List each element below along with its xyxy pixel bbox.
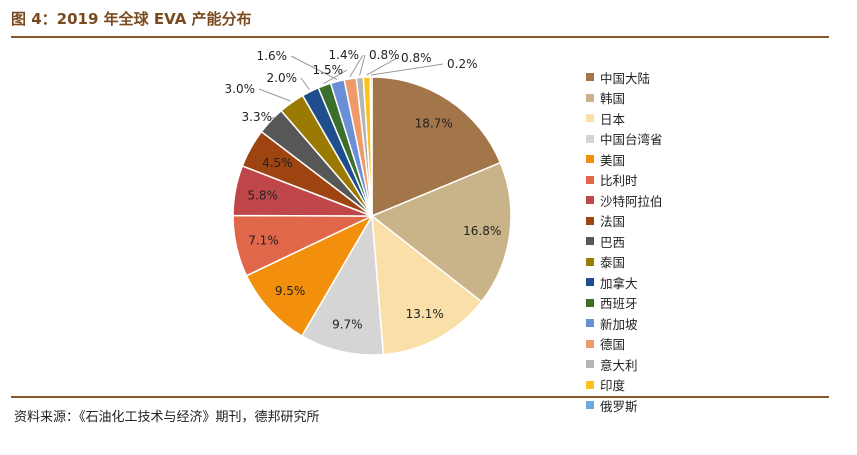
legend-item-15: 意大利	[586, 354, 786, 375]
legend-swatch	[586, 257, 594, 266]
legend-swatch	[586, 134, 594, 143]
data-labels: 18.7% 16.8% 13.1% 9.7% 9.5% 7.1% 5.8% 4.5% 3.3% 3…	[225, 48, 502, 331]
legend-label: 新加坡	[600, 316, 638, 332]
leader-line-10	[258, 88, 291, 102]
data-label-9: 3.3%	[242, 110, 273, 124]
pie-slice-3	[371, 214, 483, 356]
data-label-14: 1.4%	[329, 48, 360, 62]
leader-line-13	[290, 55, 338, 80]
legend-item-11: 加拿大	[586, 272, 786, 293]
legend-item-13: 新加坡	[586, 313, 786, 334]
pie-chart: 18.7% 16.8% 13.1% 9.7% 9.5% 7.1% 5.8% 4.5% 3.3% 3…	[225, 48, 512, 356]
legend-item-9: 巴西	[586, 231, 786, 252]
legend-item-14: 德国	[586, 334, 786, 355]
leader-line-9	[269, 116, 277, 120]
leader-line-14	[349, 54, 364, 78]
data-label-2: 16.8%	[463, 224, 501, 238]
legend-label: 泰国	[600, 255, 626, 271]
legend-label: 比利时	[600, 173, 638, 189]
leader-line-12	[323, 69, 348, 84]
legend-item-17: 俄罗斯	[586, 395, 786, 416]
legend-item-5: 美国	[586, 149, 786, 170]
data-label-5: 9.5%	[275, 284, 306, 298]
data-label-6: 7.1%	[248, 233, 279, 247]
legend-label: 印度	[600, 378, 626, 394]
data-label-13: 1.6%	[257, 49, 288, 63]
legend-label: 西班牙	[600, 296, 638, 312]
legend-item-12: 西班牙	[586, 293, 786, 314]
legend-label: 巴西	[600, 234, 626, 250]
legend-swatch	[586, 155, 594, 164]
legend-swatch	[586, 339, 594, 348]
legend-swatch	[586, 319, 594, 328]
legend-swatch	[586, 380, 594, 389]
legend-swatch	[586, 196, 594, 205]
legend-swatch	[586, 298, 594, 307]
pie-slices	[232, 76, 512, 356]
data-label-1: 18.7%	[415, 117, 453, 131]
legend-swatch	[586, 360, 594, 369]
legend-swatch	[586, 175, 594, 184]
pie-slice-17	[369, 76, 373, 217]
data-label-11: 2.0%	[267, 71, 298, 85]
data-label-7: 5.8%	[247, 188, 278, 202]
leader-line-16	[366, 57, 398, 76]
legend-label: 加拿大	[600, 275, 638, 291]
data-label-16: 0.8%	[401, 51, 432, 65]
source-note: 资料来源：《石油化工技术与经济》期刊，德邦研究所	[14, 410, 320, 425]
leader-line-15	[359, 54, 366, 76]
legend-swatch	[586, 73, 594, 82]
data-label-17: 0.2%	[447, 57, 478, 71]
legend-item-10: 泰国	[586, 252, 786, 273]
legend-swatch	[586, 216, 594, 225]
legend-swatch	[586, 278, 594, 287]
legend-swatch	[586, 401, 594, 410]
data-label-15: 0.8%	[369, 48, 400, 62]
legend-swatch	[586, 93, 594, 102]
data-label-3: 13.1%	[406, 307, 444, 321]
leader-line-17	[371, 63, 444, 76]
data-label-8: 4.5%	[262, 156, 293, 170]
pie-slice-1	[371, 76, 502, 218]
legend-item-2: 韩国	[586, 88, 786, 109]
legend-item-3: 日本	[586, 108, 786, 129]
legend-item-7: 沙特阿拉伯	[586, 190, 786, 211]
leader-lines	[258, 54, 444, 120]
top-divider	[11, 36, 829, 38]
legend-label: 中国大陆	[600, 70, 651, 86]
pie-slice-4	[300, 213, 385, 356]
legend-item-4: 中国台湾省	[586, 129, 786, 150]
legend-item-6: 比利时	[586, 170, 786, 191]
legend-label: 日本	[600, 111, 626, 127]
legend-label: 美国	[600, 152, 626, 168]
pie-slice-5	[245, 214, 374, 338]
legend-label: 中国台湾省	[600, 132, 663, 148]
bottom-divider	[11, 396, 829, 398]
chart-legend: 中国大陆韩国日本中国台湾省美国比利时沙特阿拉伯法国巴西泰国加拿大西班牙新加坡德国…	[586, 67, 786, 416]
legend-label: 俄罗斯	[600, 398, 638, 414]
legend-item-8: 法国	[586, 211, 786, 232]
legend-label: 意大利	[600, 357, 638, 373]
pie-slice-2	[370, 161, 512, 303]
leader-line-11	[300, 77, 310, 90]
legend-item-1: 中国大陆	[586, 67, 786, 88]
legend-label: 法国	[600, 214, 626, 230]
data-label-12: 1.5%	[313, 63, 344, 77]
data-label-10: 3.0%	[225, 82, 256, 96]
legend-label: 沙特阿拉伯	[600, 193, 663, 209]
legend-swatch	[586, 114, 594, 123]
chart-title: 图 4：2019 年全球 EVA 产能分布	[11, 10, 252, 28]
legend-swatch	[586, 237, 594, 246]
data-label-4: 9.7%	[332, 317, 363, 331]
legend-item-16: 印度	[586, 375, 786, 396]
legend-label: 德国	[600, 337, 626, 353]
legend-label: 韩国	[600, 91, 626, 107]
